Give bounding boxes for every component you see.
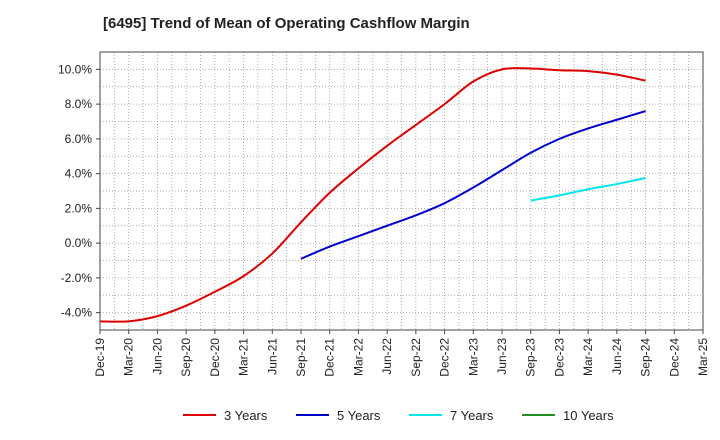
- series-line-5-years: [300, 110, 646, 260]
- x-tick-label: Jun-20: [150, 338, 164, 375]
- y-tick-label: 2.0%: [65, 201, 93, 215]
- x-tick-label: Dec-21: [323, 338, 337, 377]
- x-tick-label: Mar-25: [696, 338, 710, 376]
- x-tick-label: Mar-22: [351, 338, 365, 376]
- legend: 3 Years 5 Years 7 Years 10 Years: [183, 408, 614, 423]
- legend-label-3-years: 3 Years: [224, 408, 268, 423]
- series-line-7-years: [530, 176, 646, 202]
- x-tick-label: Jun-23: [495, 338, 509, 375]
- x-tick-label: Mar-21: [237, 338, 251, 376]
- x-tick-label: Sep-22: [409, 338, 423, 377]
- x-tick-label: Dec-20: [208, 338, 222, 377]
- x-tick-label: Dec-23: [552, 338, 566, 377]
- legend-label-7-years: 7 Years: [450, 408, 494, 423]
- y-tick-label: 0.0%: [65, 236, 93, 250]
- x-tick-label: Mar-24: [581, 338, 595, 376]
- x-tick-label: Mar-20: [122, 338, 136, 376]
- x-tick-label: Jun-21: [265, 338, 279, 375]
- chart-title: [6495] Trend of Mean of Operating Cashfl…: [103, 15, 470, 32]
- x-tick-label: Sep-20: [179, 338, 193, 377]
- x-axis-ticks: Dec-19 Mar-20 Jun-20 Sep-20 Dec-20 Mar-21 Jun-…: [93, 330, 710, 377]
- x-tick-label: Jun-22: [380, 338, 394, 375]
- series-line-3-years: [99, 67, 646, 323]
- y-tick-label: -4.0%: [61, 306, 93, 320]
- x-tick-label: Jun-24: [610, 338, 624, 375]
- y-axis-ticks: -4.0% -2.0% 0.0% 2.0% 4.0% 6.0% 8.0% 10.0%: [58, 62, 100, 320]
- x-tick-label: Mar-23: [466, 338, 480, 376]
- y-tick-label: 10.0%: [58, 62, 92, 76]
- legend-label-5-years: 5 Years: [337, 408, 381, 423]
- x-tick-label: Dec-19: [93, 338, 107, 377]
- plot-frame: [99, 51, 704, 331]
- series-lines: [99, 67, 646, 323]
- y-tick-label: 8.0%: [65, 97, 93, 111]
- x-tick-label: Sep-21: [294, 338, 308, 377]
- x-tick-label: Dec-22: [438, 338, 452, 377]
- x-tick-label: Sep-24: [639, 338, 653, 377]
- x-tick-label: Sep-23: [524, 338, 538, 377]
- y-tick-label: 6.0%: [65, 132, 93, 146]
- x-tick-label: Dec-24: [667, 338, 681, 377]
- y-tick-label: -2.0%: [61, 271, 93, 285]
- y-tick-label: 4.0%: [65, 167, 93, 181]
- legend-label-10-years: 10 Years: [563, 408, 614, 423]
